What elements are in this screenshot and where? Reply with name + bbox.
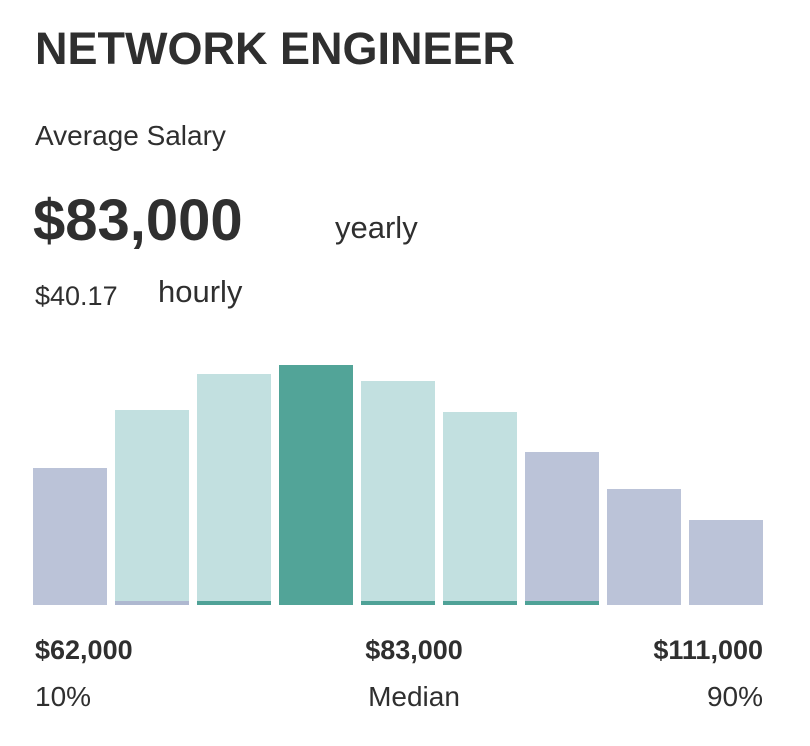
marker-label: $111,000 [653,635,763,665]
bar [361,381,435,605]
bar [33,468,107,605]
bar [443,412,517,605]
bar [525,452,599,605]
bar [115,410,189,605]
bar-base [525,601,599,605]
marker-caption: 10% [35,681,91,712]
marker-label: $83,000 [365,635,463,665]
bar-base [443,601,517,605]
salary: $83,000 [33,188,243,253]
marker-caption: 90% [707,681,763,712]
bar-base [115,601,189,605]
salary-unit: yearly [335,210,418,245]
bar-base [197,601,271,605]
bar [197,374,271,605]
hourly-rate: $40.17 [35,281,118,311]
bar [279,365,353,605]
marker-label: $62,000 [35,635,133,665]
marker-caption: Median [368,681,460,712]
bar [607,489,681,605]
job-title: NETWORK ENGINEER [35,23,515,74]
bar [689,520,763,605]
subtitle: Average Salary [35,120,226,151]
hourly-unit: hourly [158,274,243,309]
bar-base [361,601,435,605]
